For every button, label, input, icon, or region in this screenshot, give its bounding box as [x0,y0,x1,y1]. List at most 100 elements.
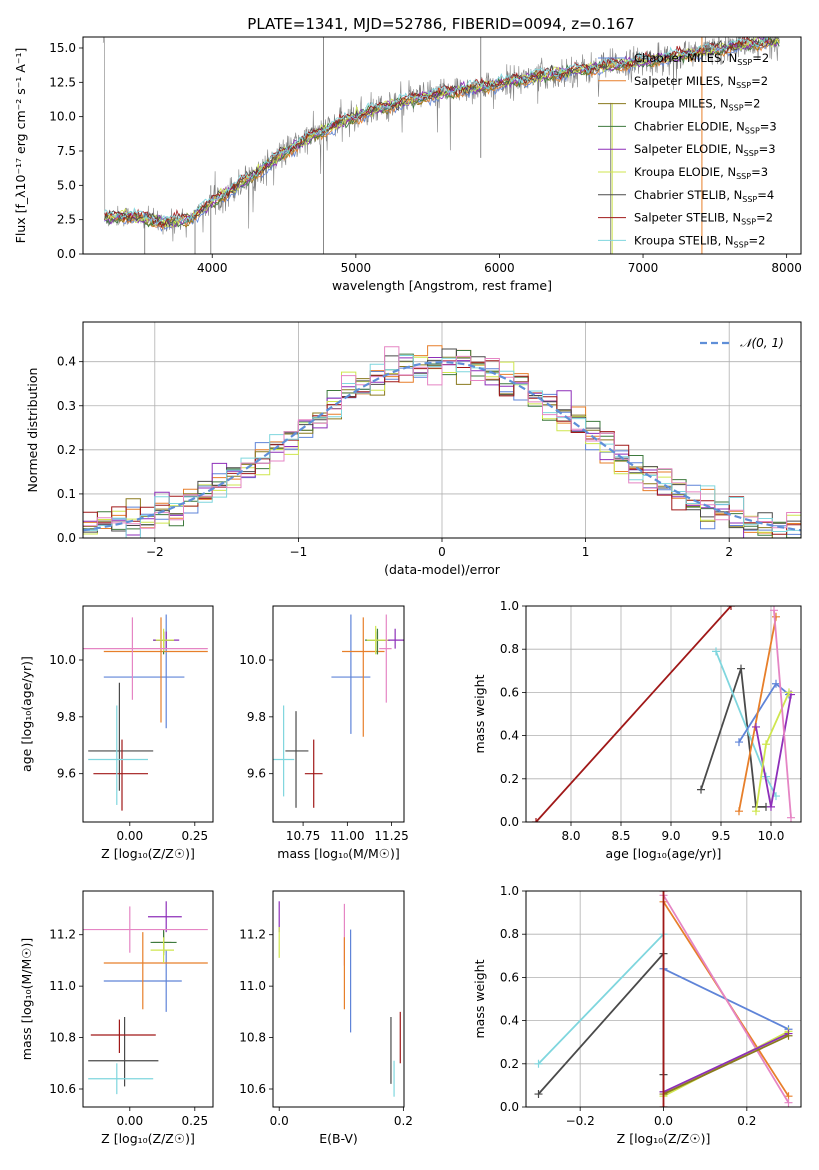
x-tick-label: 0 [438,545,446,559]
legend-label: Salpeter ELODIE, NSSP=3 [634,142,776,158]
weight-marker [659,891,668,895]
age_vs_Z-points [83,614,208,811]
weight-marker [534,1059,543,1068]
spectrum-lines [102,37,780,254]
x-tick-label: −0.2 [566,1114,595,1128]
y-tick-label: 7.5 [57,144,76,158]
weight-line [663,1032,789,1093]
spectrum-axes: 4000 5000 6000 7000 8000 0.0 2.5 5.0 7.5 10.0 12.5… [13,41,802,293]
weight-marker [534,1090,543,1099]
y-tick-label: 10.0 [239,653,266,667]
y-tick-label: 10.0 [49,110,76,124]
y-tick-label: 5.0 [57,178,76,192]
x-tick-label: 10.75 [286,829,320,843]
y-tick-label: 11.2 [239,928,266,942]
y-tick-label: 0.4 [500,1014,519,1028]
normal-curve [83,360,801,532]
weight-marker [785,688,793,697]
residuals-axes: −2 −1 0 1 2 0.0 0.1 0.2 0.3 0.4 (data-model)/error… [25,322,801,577]
y-tick-label: 9.6 [57,767,76,781]
x-tick-label: 6000 [484,261,515,275]
x-tick-label: 0.0 [654,1114,673,1128]
x-tick-label: 9.5 [711,829,730,843]
weight-line [738,616,777,812]
y-tick-label: 12.5 [49,75,76,89]
x-tick-label: 7000 [628,261,659,275]
y-tick-label: 1.0 [500,599,519,613]
y-tick-label: 0.6 [500,970,519,984]
x-tick-label: 11.00 [330,829,364,843]
figure-title: PLATE=1341, MJD=52786, FIBERID=0094, z=0… [247,15,634,33]
x-tick-label: 0.00 [116,1114,143,1128]
x-tick-label: 10.0 [758,829,785,843]
weight-marker [752,807,760,816]
y-tick-label: 10.0 [49,653,76,667]
weight-marker [532,818,540,822]
x-tick-label: 0.25 [181,1114,208,1128]
weight-marker [767,802,775,811]
spectrum-legend: Chabrier MILES, NSSP=2 Salpeter MILES, NS… [598,51,777,249]
weight-line [663,1030,789,1097]
x-tick-label: 8.0 [561,829,580,843]
mass_vs_EBV-axes: 0.0 0.2 10.6 10.8 11.0 11.2 E(B-V) [239,928,413,1146]
axes-frame [82,605,214,823]
x-axis-label: Z [log₁₀(Z/Z☉)] [101,1131,195,1146]
axes-frame [525,890,802,1108]
x-tick-label: 0.2 [394,1114,413,1128]
x-tick-label: −2 [146,545,164,559]
y-tick-label: 0.0 [57,531,76,545]
x-tick-label: 0.2 [737,1114,756,1128]
y-tick-label: 0.2 [500,1057,519,1071]
y-tick-label: 11.0 [49,979,76,993]
y-axis-label: mass weight [472,959,487,1038]
weight-line [537,933,665,1065]
x-axis-label: Z [log₁₀(Z/Z☉)] [101,846,195,861]
weight-marker [772,679,780,688]
x-axis-label: (data-model)/error [384,562,501,577]
legend-label: Salpeter STELIB, NSSP=2 [634,211,773,227]
x-tick-label: 1 [582,545,590,559]
y-tick-label: 11.0 [239,979,266,993]
x-axis-label: mass [log₁₀(M/M☉)] [277,846,399,861]
legend-label: 𝒩(0, 1) [740,336,784,350]
weight-marker [787,813,795,822]
x-tick-label: 11.25 [374,829,408,843]
y-tick-label: 2.5 [57,213,76,227]
weight-line [535,606,732,822]
y-tick-label: 15.0 [49,41,76,55]
weight-marker [727,606,735,610]
y-tick-label: 0.0 [500,815,519,829]
histogram-step [83,346,801,538]
model-spectrum [104,37,780,228]
legend-label: Chabrier ELODIE, NSSP=3 [634,119,777,135]
legend-label: Chabrier STELIB, NSSP=4 [634,188,774,204]
legend-label: Kroupa ELODIE, NSSP=3 [634,165,768,181]
y-tick-label: 9.6 [247,767,266,781]
y-tick-label: 9.8 [57,710,76,724]
y-tick-label: 0.0 [57,247,76,261]
axes-frame [272,890,405,1108]
axes-frame [82,36,802,255]
axes-frame [272,605,405,823]
axes-frame [82,890,214,1108]
x-tick-label: 2 [725,545,733,559]
x-tick-label: 9.0 [661,829,680,843]
x-tick-label: 5000 [341,261,372,275]
y-tick-label: 0.1 [57,487,76,501]
axes-frame [82,321,802,539]
age_vs_mass-points [273,614,404,808]
weight-marker [772,612,780,621]
weight_vs_Z-series [534,891,793,1107]
weight-line [663,1034,789,1095]
age_vs_mass-axes: 10.75 11.00 11.25 9.6 9.8 10.0 mass [log₁₀(M/M… [239,653,409,861]
weight_vs_age-axes: 8.0 8.5 9.0 9.5 10.0 0.0 0.2 0.4 0.6 0.8 1.0 age [l… [472,599,801,861]
x-tick-label: 8000 [771,261,802,275]
y-axis-label: age [log₁₀(age/yr)] [19,656,34,772]
y-tick-label: 0.3 [57,399,76,413]
x-axis-label: Z [log₁₀(Z/Z☉)] [617,1131,711,1146]
weight_vs_age-series [532,606,795,822]
legend-label: Kroupa STELIB, NSSP=2 [634,233,765,249]
y-tick-label: 0.8 [500,642,519,656]
y-tick-label: 10.6 [239,1082,266,1096]
